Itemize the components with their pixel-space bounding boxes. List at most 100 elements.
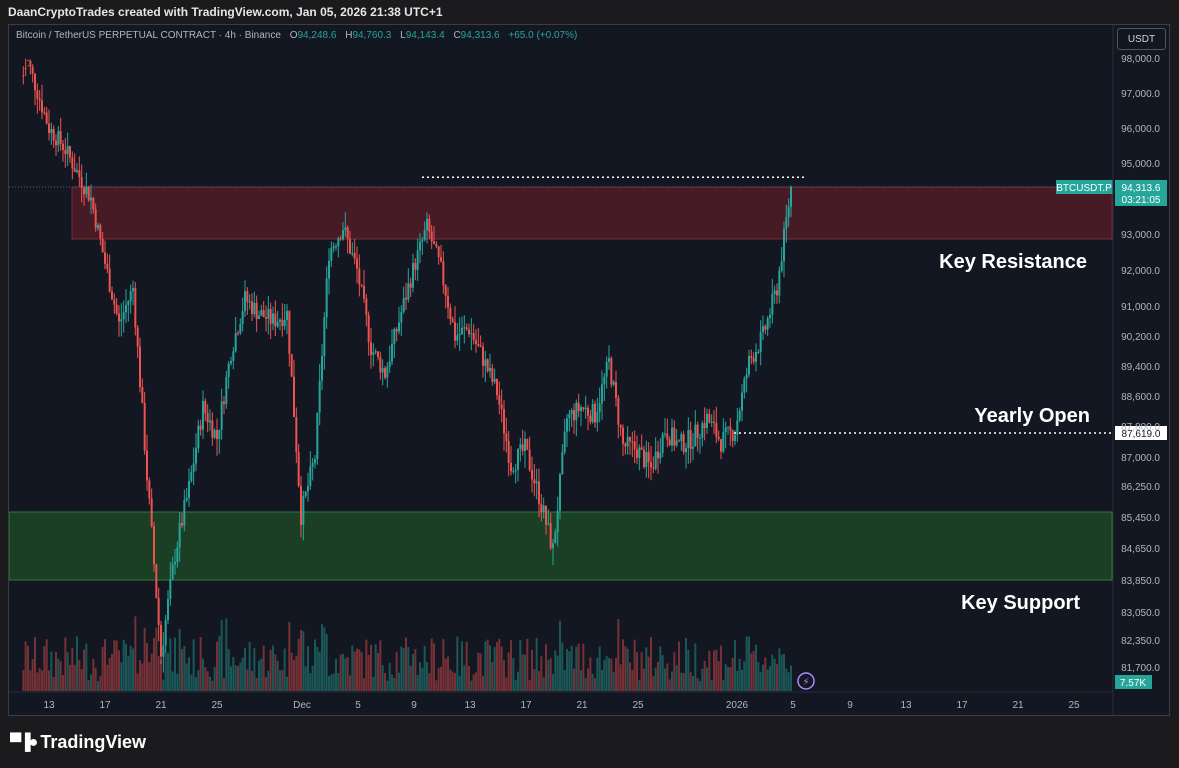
x-tick-label: Dec (293, 700, 311, 711)
candle-body (155, 564, 158, 598)
candle-body (458, 333, 461, 336)
volume-bar (477, 652, 480, 691)
candle-body (167, 598, 169, 620)
candle-body (206, 413, 209, 423)
volume-bar (398, 672, 400, 691)
candle-body (97, 224, 99, 229)
x-tick-label: 13 (464, 700, 476, 711)
candle-body (307, 485, 309, 492)
candle-body (283, 320, 286, 327)
candle-body (624, 443, 627, 447)
volume-bar (601, 669, 603, 691)
y-tick-label: 83,850.0 (1121, 576, 1160, 587)
volume-bar (41, 670, 43, 691)
volume-bar (722, 680, 725, 691)
volume-bar (111, 653, 113, 691)
candle-body (57, 131, 60, 146)
volume-bar (195, 677, 197, 691)
candle-body (514, 469, 517, 472)
volume-bar (414, 649, 417, 691)
volume-bar (92, 659, 95, 691)
candle-body (272, 313, 274, 324)
candle-body (729, 426, 732, 431)
chart-legend: Bitcoin / TetherUS PERPETUAL CONTRACT · … (16, 30, 577, 41)
volume-bar (638, 680, 641, 691)
x-tick-label: 5 (355, 700, 361, 711)
volume-bar (773, 658, 776, 691)
candle-body (764, 326, 767, 330)
candle-body (703, 423, 706, 429)
volume-bar (755, 644, 757, 691)
volume-bar (512, 658, 515, 691)
volume-bar (290, 652, 293, 691)
candle-body (160, 624, 162, 657)
volume-bar (73, 664, 76, 691)
candle-body (633, 441, 636, 450)
volume-bar (472, 674, 475, 691)
currency-button[interactable]: USDT (1117, 28, 1166, 50)
volume-bar (521, 654, 524, 691)
volume-bar (715, 649, 718, 691)
volume-bar (108, 657, 111, 691)
volume-bar (167, 652, 169, 691)
volume-bar (213, 667, 216, 691)
candle-body (153, 526, 155, 565)
candle-body (66, 146, 69, 155)
candle-body (395, 328, 398, 332)
candle-body (482, 346, 484, 366)
candle-body (584, 407, 587, 409)
candle-body (169, 578, 172, 599)
volume-bar (787, 672, 790, 691)
volume-bar (577, 643, 580, 691)
volume-bar (384, 672, 386, 691)
key-support-label: Key Support (961, 592, 1080, 614)
candle-body (675, 440, 678, 446)
candle-body (197, 425, 200, 449)
support-zone (9, 511, 1113, 581)
volume-bar (428, 673, 431, 691)
volume-bar (514, 680, 517, 691)
close-value: 94,313.6 (460, 30, 500, 41)
volume-bar (153, 638, 155, 691)
volume-bar (356, 648, 358, 691)
volume-bar (183, 645, 186, 691)
candle-body (339, 238, 342, 240)
volume-bar (45, 639, 48, 691)
candle-body (638, 447, 641, 458)
tradingview-icon: ▀▐● (10, 733, 38, 751)
candle-body (108, 268, 111, 292)
candle-body (757, 352, 760, 354)
volume-bar (297, 638, 300, 691)
candle-body (372, 352, 375, 355)
candle-body (295, 417, 298, 453)
symbol-label[interactable]: Bitcoin / TetherUS PERPETUAL CONTRACT · … (16, 30, 281, 41)
candle-body (325, 278, 328, 318)
candle-body (540, 504, 543, 513)
lightning-icon[interactable] (797, 672, 815, 690)
candle-body (743, 378, 746, 393)
candle-body (190, 472, 193, 482)
volume-bar (589, 657, 592, 691)
candle-body (402, 297, 405, 313)
candle-body (211, 420, 214, 438)
volume-bar (640, 652, 643, 691)
volume-bar (440, 666, 442, 691)
y-tick-label: 89,400.0 (1121, 362, 1160, 373)
candle-body (90, 197, 92, 201)
volume-bar (139, 660, 141, 691)
volume-bar (776, 664, 778, 691)
candle-body (302, 495, 305, 525)
candle-body (337, 238, 340, 247)
volume-bar (430, 638, 433, 691)
volume-bar (400, 646, 403, 691)
volume-bar (150, 653, 153, 691)
candle-body (80, 177, 83, 188)
y-tick-label: 85,450.0 (1121, 513, 1160, 524)
tradingview-logo[interactable]: ▀▐● TradingView (10, 732, 146, 753)
volume-bar (132, 648, 134, 691)
candle-body (251, 301, 253, 314)
candle-body (146, 450, 148, 481)
candle-body (216, 429, 218, 440)
candle-body (608, 358, 610, 362)
